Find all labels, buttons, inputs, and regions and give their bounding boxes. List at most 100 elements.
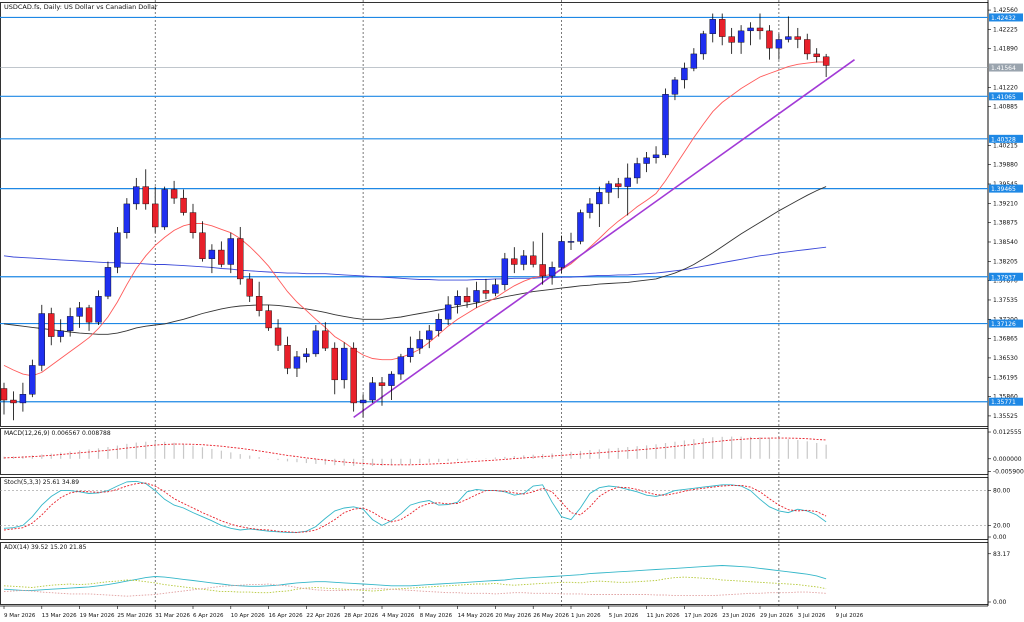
price-tick-label: 1.37870 [993, 278, 1018, 285]
candle-body [227, 238, 235, 265]
candle-body [189, 212, 197, 233]
candle-body [19, 394, 27, 404]
candle-body [775, 39, 783, 49]
candle-body [747, 27, 754, 32]
candle-body [303, 353, 310, 357]
candle-body [208, 249, 216, 259]
pane-frame-0 [0, 2, 989, 427]
moving-average-mid [3, 186, 827, 335]
x-tick-label: 8 May 2026 [420, 613, 453, 619]
candle-body [567, 241, 575, 243]
candle-body [643, 157, 650, 164]
price-tag-label: 1.40328 [991, 136, 1016, 143]
price-tick-label: 1.41220 [993, 84, 1018, 91]
price-tick-label: 1.38540 [993, 239, 1018, 246]
stoch-main-line [3, 480, 827, 533]
candle-body [794, 36, 801, 40]
candle-body [463, 296, 471, 303]
candle-body [737, 30, 745, 43]
price-tag-label: 1.35771 [991, 399, 1016, 406]
x-tick-label: 19 Mar 2026 [80, 613, 115, 619]
price-tag-label: 1.37937 [991, 274, 1016, 281]
candle-body [151, 203, 159, 228]
candle-body [473, 290, 480, 303]
price-tick-label: 1.42225 [993, 26, 1018, 33]
price-tag [989, 63, 1023, 72]
price-tick-label: 1.38875 [993, 220, 1018, 227]
macd-tick-label: 0.000000 [993, 456, 1022, 463]
price-tag [989, 13, 1023, 22]
candle-body [246, 278, 253, 297]
candle-body [265, 310, 272, 329]
candle-body [0, 388, 8, 401]
price-tick-label: 1.39545 [993, 181, 1018, 188]
candle-body [511, 258, 518, 265]
candle-body [322, 330, 329, 349]
adx-title: ADX(14) 39.52 15.20 21.85 [4, 544, 87, 551]
candle-body [690, 53, 698, 69]
candle-body [624, 177, 631, 187]
price-tag [989, 134, 1023, 143]
macd-title: MACD(12,26,9) 0.006567 0.008788 [4, 430, 111, 437]
candle-body [652, 154, 660, 158]
candle-body [719, 19, 726, 37]
candle-body [29, 365, 36, 395]
candle-body [350, 347, 357, 404]
adx-tick-label: 83.17 [993, 551, 1010, 558]
candle-body [199, 232, 206, 259]
x-tick-label: 31 Mar 2026 [155, 613, 190, 619]
price-tick-label: 1.35860 [993, 394, 1018, 401]
price-tag [989, 319, 1023, 328]
price-tag-label: 1.41564 [991, 65, 1016, 72]
x-tick-label: 28 Apr 2026 [344, 613, 379, 619]
candle-body [274, 327, 282, 346]
candle-body [66, 316, 74, 332]
macd-signal-line [3, 437, 827, 466]
price-tag-label: 1.39465 [991, 186, 1016, 193]
adx-line [3, 565, 827, 591]
candle-body [548, 267, 556, 277]
candle-body [596, 192, 603, 205]
candle-body [397, 356, 405, 375]
macd-tick-label: -0.005900 [993, 468, 1024, 475]
candle-body [756, 27, 764, 32]
candle-body [662, 94, 669, 156]
price-tag [989, 184, 1023, 193]
candle-body [700, 33, 707, 55]
pane-frame-2 [0, 477, 989, 540]
candle-body [615, 183, 622, 187]
candle-body [95, 296, 102, 323]
price-tag [989, 272, 1023, 281]
x-tick-label: 9 Jul 2026 [836, 613, 864, 619]
x-tick-label: 13 Mar 2026 [42, 613, 77, 619]
candle-body [48, 313, 55, 337]
stoch-signal-line [3, 482, 827, 533]
candle-body [671, 79, 679, 95]
candle-body [804, 39, 811, 55]
stoch-title: Stoch(5,3,3) 25.61 34.89 [4, 479, 79, 486]
candle-body [38, 313, 45, 366]
stoch-tick-label: 80.00 [993, 488, 1010, 495]
price-tick-label: 1.42560 [993, 7, 1018, 14]
price-tag-label: 1.42432 [991, 15, 1016, 22]
candle-body [85, 307, 93, 323]
price-tag-label: 1.41065 [991, 94, 1016, 101]
x-tick-label: 26 May 2026 [533, 613, 569, 619]
x-tick-label: 20 May 2026 [495, 613, 531, 619]
candle-body [388, 373, 395, 386]
price-tag [989, 397, 1023, 406]
chart-title: USDCAD.fs, Daily: US Dollar vs Canadian … [4, 3, 158, 11]
candle-body [293, 356, 301, 369]
candle-body [454, 296, 461, 306]
stoch-tick-label: 0.00 [993, 534, 1007, 541]
candle-body [728, 36, 735, 43]
price-tick-label: 1.40215 [993, 142, 1018, 149]
candle-body [104, 267, 112, 297]
candle-body [416, 339, 423, 349]
price-tick-label: 1.39880 [993, 162, 1018, 169]
pane-frame-1 [0, 428, 989, 475]
candle-body [605, 183, 612, 193]
candle-body [359, 399, 367, 404]
x-tick-label: 10 Apr 2026 [231, 613, 266, 619]
candle-body [709, 19, 716, 34]
